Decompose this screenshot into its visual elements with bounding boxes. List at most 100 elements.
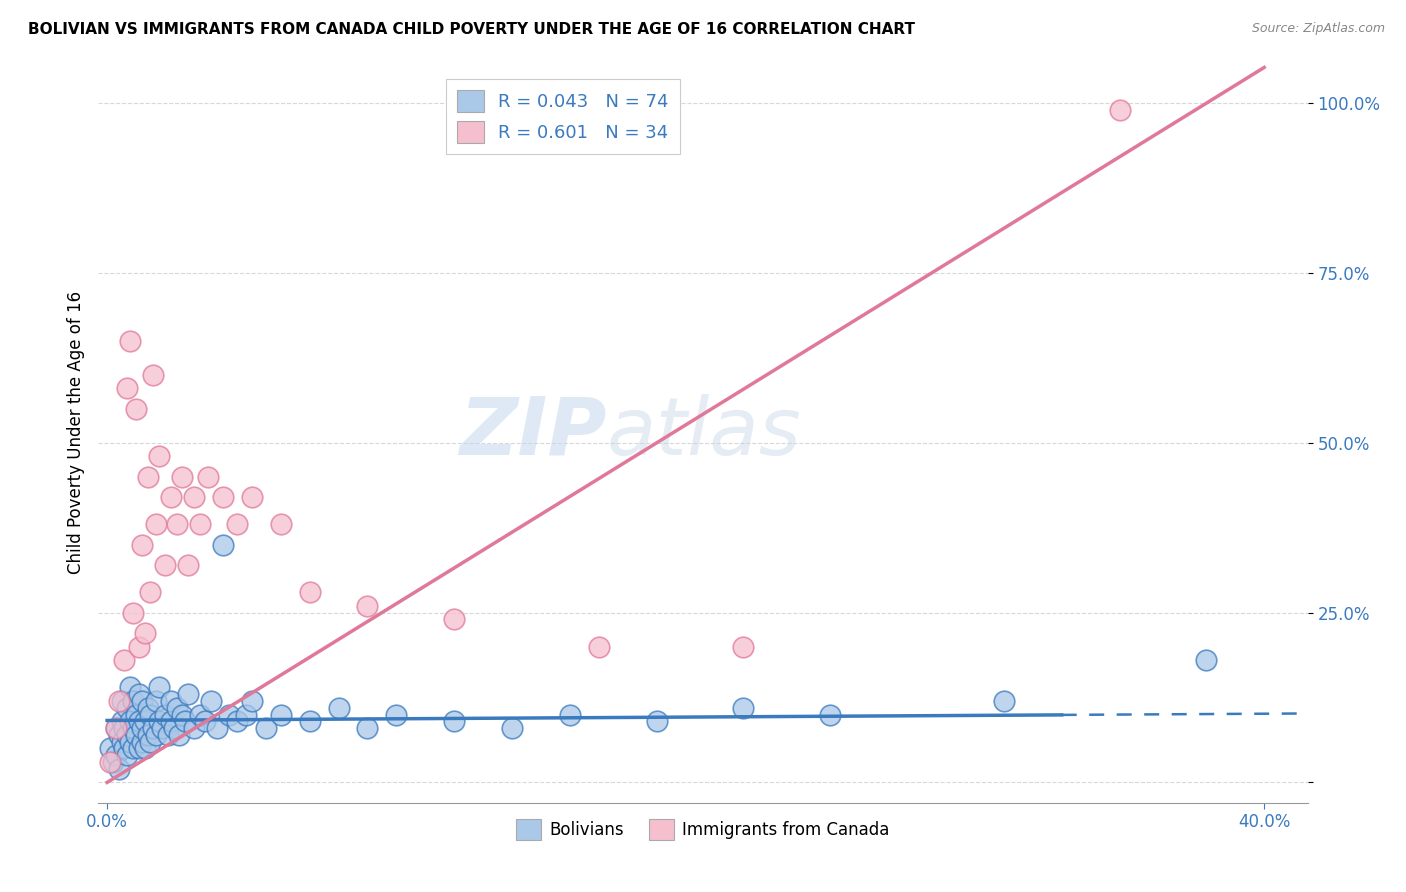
Point <box>122 741 145 756</box>
Point <box>177 687 200 701</box>
Point <box>298 585 321 599</box>
Point <box>194 714 217 729</box>
Point <box>120 334 142 348</box>
Point <box>136 728 159 742</box>
Point <box>443 714 465 729</box>
Point <box>98 741 121 756</box>
Point <box>356 721 378 735</box>
Point <box>226 517 249 532</box>
Point <box>120 714 142 729</box>
Point <box>117 382 139 396</box>
Point <box>145 694 167 708</box>
Point <box>122 721 145 735</box>
Point <box>134 626 156 640</box>
Point <box>134 714 156 729</box>
Point <box>172 707 194 722</box>
Point <box>98 755 121 769</box>
Point <box>159 714 181 729</box>
Legend: Bolivians, Immigrants from Canada: Bolivians, Immigrants from Canada <box>509 813 897 847</box>
Point <box>645 714 668 729</box>
Point <box>110 714 132 729</box>
Point <box>128 741 150 756</box>
Point <box>200 694 222 708</box>
Point <box>125 707 148 722</box>
Point <box>159 490 181 504</box>
Point <box>240 694 263 708</box>
Point <box>205 721 228 735</box>
Point <box>104 748 127 763</box>
Point <box>101 755 124 769</box>
Point <box>177 558 200 572</box>
Point <box>122 606 145 620</box>
Point <box>110 734 132 748</box>
Point <box>733 700 755 714</box>
Point <box>117 700 139 714</box>
Point <box>134 741 156 756</box>
Point <box>356 599 378 613</box>
Point <box>139 585 162 599</box>
Point <box>153 558 176 572</box>
Point <box>122 694 145 708</box>
Point <box>188 707 211 722</box>
Point <box>270 517 292 532</box>
Point <box>183 721 205 735</box>
Point <box>159 694 181 708</box>
Point <box>117 728 139 742</box>
Point <box>1108 103 1130 117</box>
Point <box>145 728 167 742</box>
Point <box>820 707 842 722</box>
Point <box>110 694 132 708</box>
Point <box>107 694 129 708</box>
Point <box>254 721 277 735</box>
Point <box>131 538 153 552</box>
Point <box>174 714 197 729</box>
Text: atlas: atlas <box>606 393 801 472</box>
Point <box>117 748 139 763</box>
Point <box>148 714 170 729</box>
Point <box>114 721 136 735</box>
Point <box>298 714 321 729</box>
Point <box>148 450 170 464</box>
Point <box>588 640 610 654</box>
Point <box>188 517 211 532</box>
Point <box>153 707 176 722</box>
Point <box>114 741 136 756</box>
Point <box>183 490 205 504</box>
Point <box>1195 653 1218 667</box>
Point <box>148 681 170 695</box>
Point <box>125 728 148 742</box>
Point <box>270 707 292 722</box>
Point <box>107 728 129 742</box>
Point <box>156 728 179 742</box>
Point <box>240 490 263 504</box>
Point <box>211 490 233 504</box>
Point <box>104 721 127 735</box>
Point <box>169 728 191 742</box>
Point <box>131 734 153 748</box>
Point <box>131 694 153 708</box>
Point <box>501 721 523 735</box>
Point <box>142 721 165 735</box>
Point <box>114 653 136 667</box>
Point <box>328 700 350 714</box>
Point <box>197 469 219 483</box>
Point <box>166 700 188 714</box>
Point <box>139 707 162 722</box>
Point <box>145 517 167 532</box>
Point <box>993 694 1015 708</box>
Point <box>385 707 408 722</box>
Text: BOLIVIAN VS IMMIGRANTS FROM CANADA CHILD POVERTY UNDER THE AGE OF 16 CORRELATION: BOLIVIAN VS IMMIGRANTS FROM CANADA CHILD… <box>28 22 915 37</box>
Point <box>142 368 165 382</box>
Y-axis label: Child Poverty Under the Age of 16: Child Poverty Under the Age of 16 <box>66 291 84 574</box>
Point <box>166 517 188 532</box>
Point <box>218 707 240 722</box>
Point <box>136 700 159 714</box>
Point <box>128 687 150 701</box>
Point <box>136 469 159 483</box>
Text: Source: ZipAtlas.com: Source: ZipAtlas.com <box>1251 22 1385 36</box>
Point <box>235 707 257 722</box>
Point <box>104 721 127 735</box>
Point <box>128 714 150 729</box>
Point <box>120 681 142 695</box>
Point <box>150 721 173 735</box>
